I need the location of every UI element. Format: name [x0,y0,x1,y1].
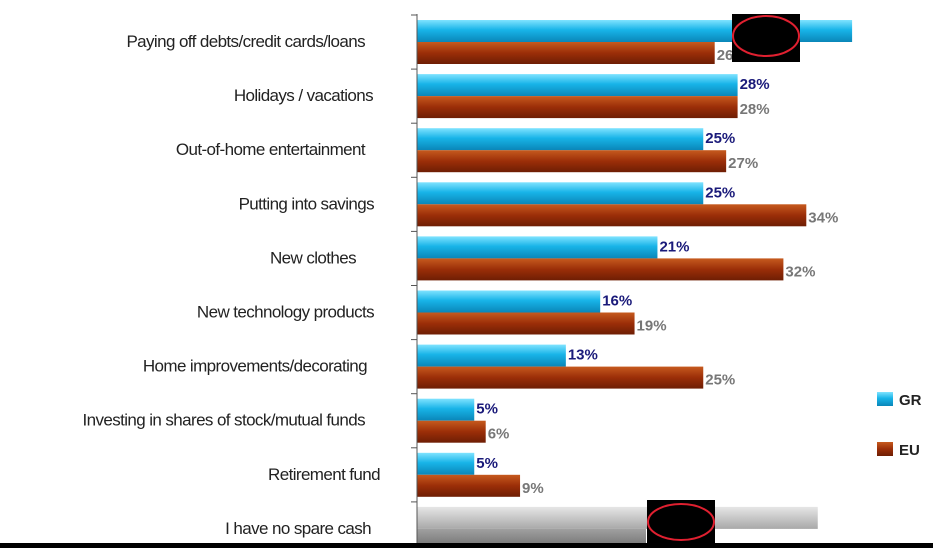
data-label-gr-home-improvements-decorating: 13% [568,347,598,364]
annotation-circle-i-have-no-spare-cash [647,503,715,541]
category-label-putting-into-savings: Putting into savings [239,194,375,213]
data-label-eu-investing-in-shares-of-stock-mutual-funds: 6% [488,426,510,443]
data-label-gr-out-of-home-entertainment: 25% [705,130,735,147]
bar-eu-new-technology-products [417,312,635,335]
bar-gr-putting-into-savings [417,182,704,205]
data-label-eu-new-technology-products: 19% [637,318,667,335]
data-label-eu-retirement-fund: 9% [522,480,544,497]
bar-eu-putting-into-savings [417,204,807,227]
bar-gr-home-improvements-decorating [417,344,566,367]
bar-gr-retirement-fund [417,452,475,475]
bar-gr-new-clothes [417,236,658,259]
data-label-gr-new-clothes: 21% [659,238,689,255]
bar-eu-retirement-fund [417,474,521,497]
category-label-retirement-fund: Retirement fund [268,465,380,484]
data-label-gr-holidays-vacations: 28% [740,76,770,93]
bar-eu-new-clothes [417,258,784,281]
bar-gr-i-have-no-spare-cash [417,506,818,529]
legend-swatch-eu [877,442,893,456]
data-label-eu-new-clothes: 32% [785,263,815,280]
category-label-holidays-vacations: Holidays / vacations [234,86,373,105]
bar-gr-out-of-home-entertainment [417,128,704,151]
annotation-circle-paying-off-debts-credit-cards-loans [732,15,800,57]
legend-label-eu: EU [899,442,920,459]
data-label-gr-putting-into-savings: 25% [705,184,735,201]
data-label-eu-out-of-home-entertainment: 27% [728,155,758,172]
category-label-investing-in-shares-of-stock-mutual-funds: Investing in shares of stock/mutual fund… [82,411,365,430]
data-label-gr-investing-in-shares-of-stock-mutual-funds: 5% [476,401,498,418]
category-label-home-improvements-decorating: Home improvements/decorating [143,357,367,376]
category-label-paying-off-debts-credit-cards-loans: Paying off debts/credit cards/loans [126,32,365,51]
category-label-new-technology-products: New technology products [197,303,374,322]
bar-gr-new-technology-products [417,290,601,313]
category-label-i-have-no-spare-cash: I have no spare cash [225,519,371,538]
data-label-eu-holidays-vacations: 28% [740,101,770,118]
bottom-border [0,543,933,548]
data-label-eu-putting-into-savings: 34% [808,209,838,226]
bar-gr-holidays-vacations [417,74,738,97]
bar-eu-home-improvements-decorating [417,366,704,389]
bar-eu-investing-in-shares-of-stock-mutual-funds [417,420,486,443]
legend-swatch-gr [877,392,893,406]
bar-eu-paying-off-debts-credit-cards-loans [417,42,715,64]
data-label-gr-new-technology-products: 16% [602,293,632,310]
legend-label-gr: GR [899,392,922,409]
bar-eu-holidays-vacations [417,96,738,119]
category-label-out-of-home-entertainment: Out-of-home entertainment [176,140,366,159]
category-label-new-clothes: New clothes [270,248,356,267]
data-label-gr-retirement-fund: 5% [476,455,498,472]
bar-gr-investing-in-shares-of-stock-mutual-funds [417,398,475,421]
data-label-eu-home-improvements-decorating: 25% [705,372,735,389]
bar-eu-out-of-home-entertainment [417,150,727,173]
